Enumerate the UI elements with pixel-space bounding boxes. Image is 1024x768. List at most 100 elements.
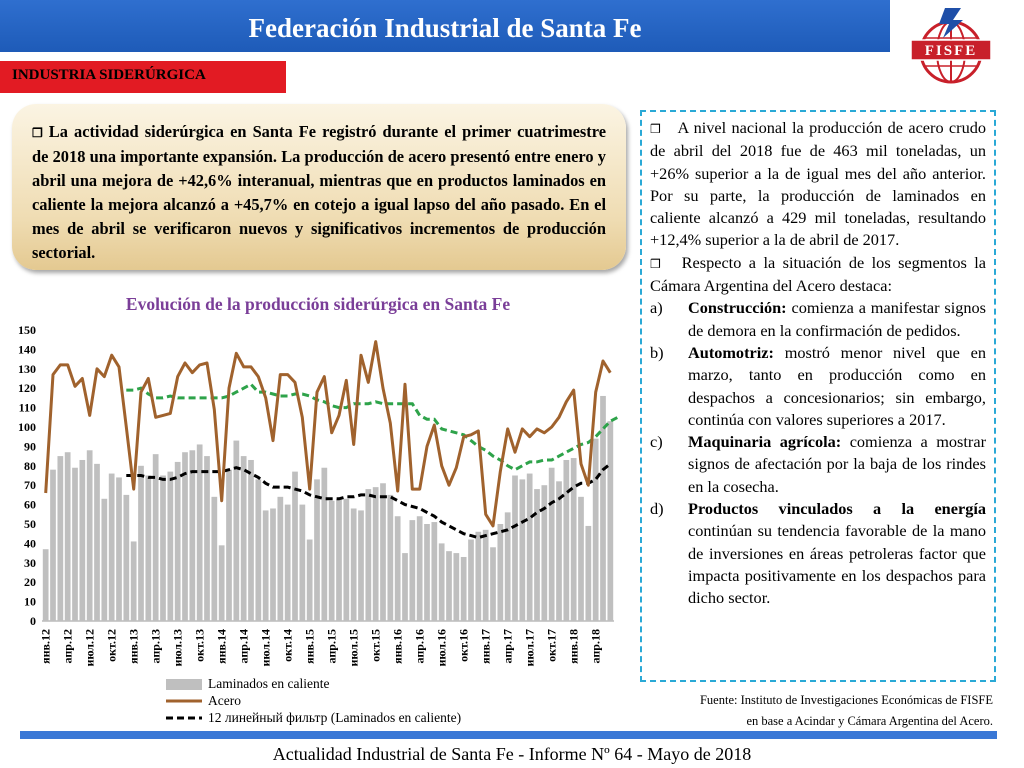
info-panel — [640, 110, 996, 682]
y-tick-label: 110 — [19, 401, 36, 415]
bar — [438, 543, 445, 621]
y-tick-label: 100 — [18, 420, 36, 434]
bar — [424, 524, 430, 621]
y-tick-label: 120 — [18, 381, 36, 395]
segment-item-maquinaria: c) Maquinaria agrícola: comienza a mostr… — [650, 431, 986, 498]
bar — [563, 459, 570, 621]
bar — [607, 421, 614, 621]
checkbox-bullet-icon: ❒ — [32, 126, 43, 140]
bar — [468, 539, 474, 621]
bar — [57, 456, 64, 621]
item-text: comienza a mostrar signos de afectación … — [688, 432, 986, 496]
info-paragraph-1-text: A nivel nacional la producción de acero … — [650, 118, 986, 250]
bar — [534, 489, 540, 621]
x-tick-label: окт.14 — [281, 629, 295, 662]
bar — [548, 467, 555, 621]
bar — [475, 531, 482, 621]
x-tick-label: июл.15 — [347, 629, 361, 667]
bar — [101, 498, 108, 621]
bar — [292, 471, 298, 621]
item-body: Maquinaria agrícola: comienza a mostrar … — [688, 431, 986, 498]
item-title: Productos vinculados a la energía — [688, 499, 986, 519]
x-tick-label: янв.14 — [215, 629, 229, 664]
bar — [299, 504, 306, 621]
bar — [526, 473, 533, 621]
bar — [358, 510, 364, 621]
item-title: Maquinaria agrícola: — [688, 432, 842, 452]
x-tick-label: апр.15 — [325, 629, 339, 663]
bar — [336, 498, 342, 621]
bar — [50, 469, 56, 621]
info-panel-text: ❒ A nivel nacional la producción de acer… — [650, 117, 986, 610]
bar — [387, 494, 394, 621]
x-tick-label: июл.12 — [83, 629, 97, 667]
bar — [123, 494, 130, 621]
bar — [578, 496, 584, 621]
summary-box — [12, 104, 626, 270]
bar — [160, 475, 166, 621]
y-tick-label: 10 — [24, 595, 36, 609]
bar — [196, 444, 203, 621]
bar — [453, 553, 460, 621]
segment-item-energia: d) Productos vinculados a la energía con… — [650, 498, 986, 609]
item-body: Automotriz: mostró menor nivel que en ma… — [688, 342, 986, 431]
x-tick-label: окт.12 — [105, 629, 119, 662]
bar — [174, 461, 181, 621]
source-label: Fuente: — [699, 693, 738, 707]
item-title: Construcción: — [688, 298, 787, 318]
bar — [270, 508, 276, 621]
bar — [446, 551, 452, 621]
y-tick-label: 90 — [24, 439, 36, 453]
bar — [350, 508, 357, 621]
bar — [72, 467, 78, 621]
bar — [79, 459, 86, 621]
bar — [585, 525, 592, 621]
bar — [416, 516, 423, 621]
x-tick-label: янв.12 — [39, 629, 53, 664]
legend-label: Laminados en caliente — [208, 676, 329, 691]
bar — [248, 459, 254, 621]
checkbox-bullet-icon: ❒ — [650, 256, 661, 271]
steel-line — [44, 340, 612, 528]
bar — [504, 512, 511, 621]
y-tick-label: 140 — [18, 342, 36, 356]
bar — [482, 529, 489, 621]
bar — [592, 438, 599, 621]
bar — [130, 541, 137, 621]
x-tick-label: июл.14 — [259, 629, 273, 667]
y-tick-label: 70 — [24, 478, 36, 492]
bar — [167, 471, 174, 621]
bar — [255, 479, 262, 621]
fisfe-logo: FISFE — [910, 8, 992, 84]
item-title: Automotriz: — [688, 342, 774, 362]
legend-swatch-bars — [166, 679, 202, 690]
item-body: Construcción: comienza a manifestar sign… — [688, 297, 986, 342]
bar — [284, 504, 291, 621]
bar — [211, 496, 218, 621]
legend-label: 12 линейный фильтр (Laminados en calient… — [208, 710, 461, 725]
x-tick-label: янв.18 — [567, 629, 581, 664]
bar — [116, 477, 122, 621]
x-tick-label: окт.17 — [545, 629, 559, 662]
source-line-1-text: Instituto de Investigaciones Económicas … — [740, 693, 993, 707]
item-text: continúan su tendencia favorable de la m… — [688, 521, 986, 608]
chart-title: Evolución de la producción siderúrgica e… — [125, 294, 511, 314]
y-tick-label: 60 — [24, 498, 36, 512]
bar — [108, 473, 115, 621]
x-tick-label: янв.17 — [479, 629, 493, 664]
y-tick-label: 80 — [24, 459, 36, 473]
x-tick-label: апр.13 — [149, 629, 163, 663]
item-text: mostró menor nivel que en marzo, tanto e… — [688, 342, 987, 429]
x-tick-label: апр.12 — [61, 629, 75, 663]
page-title: Federación Industrial de Santa Fe — [248, 13, 642, 43]
x-tick-label: окт.15 — [369, 629, 383, 662]
item-letter: d) — [650, 499, 664, 519]
bar — [541, 485, 548, 621]
section-tab — [0, 61, 286, 93]
bar — [145, 475, 152, 621]
source-line-2: en base a Acindar y Cámara Argentina del… — [746, 714, 993, 728]
bar — [226, 469, 232, 621]
x-tick-label: янв.16 — [391, 629, 405, 664]
item-text: comienza a manifestar signos de demora e… — [688, 298, 986, 340]
info-paragraph-2: ❒ Respecto a la situación de los segment… — [650, 252, 986, 298]
